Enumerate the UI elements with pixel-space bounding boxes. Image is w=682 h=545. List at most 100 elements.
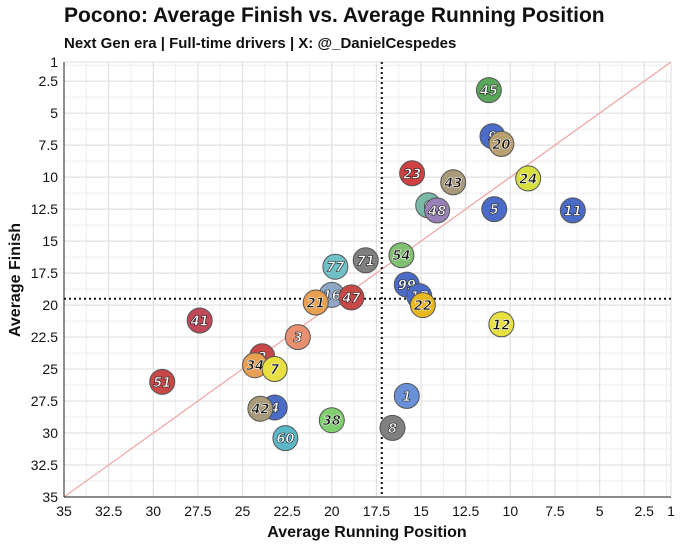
point-marker [318,407,345,434]
data-point: 11 [559,197,586,224]
y-tick-label: 1 [50,54,58,70]
point-label: 12 [492,318,510,333]
data-point: 24 [515,165,542,192]
point-marker [424,197,451,224]
point-label: 7 [270,363,280,378]
point-label: 5 [490,203,499,218]
point-marker [149,368,176,395]
data-point: 45 [475,77,502,104]
data-point: 54 [388,242,415,269]
data-point: 51 [149,368,176,395]
point-marker [440,169,467,196]
point-label: 43 [443,176,462,191]
point-marker [352,247,379,274]
point-label: 20 [492,138,510,153]
point-label: 48 [427,204,446,219]
point-label: 42 [250,403,269,418]
data-point: 22 [409,292,436,319]
x-tick-label: 1 [667,503,675,519]
y-tick-label: 35 [42,489,58,505]
x-tick-label: 7.5 [545,503,565,519]
data-point: 38 [318,407,345,434]
point-marker [247,395,274,422]
grid-lines [63,61,672,498]
x-tick-label: 10 [503,503,519,519]
y-tick-label: 7.5 [39,137,59,153]
data-point: 20 [488,130,515,157]
point-marker [475,77,502,104]
x-tick-label: 35 [56,503,72,519]
point-marker [559,197,586,224]
point-label: 3 [293,331,302,346]
point-label: 1 [402,390,411,405]
x-tick-label: 12.5 [452,503,479,519]
y-tick-label: 2.5 [39,73,59,89]
point-marker [338,284,365,311]
point-marker [399,160,426,187]
point-marker [488,311,515,338]
point-label: 24 [519,172,537,187]
diagonal-reference-line [63,61,672,498]
data-point: 43 [440,169,467,196]
point-label: 4 [269,401,279,416]
x-axis-label: Average Running Position [267,524,466,541]
point-marker [322,253,349,280]
point-label: 21 [307,297,325,312]
point-label: 54 [392,249,410,264]
point-marker [488,130,515,157]
data-point: 12 [488,311,515,338]
x-tick-label: 22.5 [274,503,301,519]
data-point: 7 [261,356,288,383]
x-tick-label: 30 [145,503,161,519]
data-point: 1 [393,382,420,409]
point-marker [302,289,329,316]
point-marker [409,292,436,319]
point-label: 45 [479,84,498,99]
x-tick-label: 2.5 [634,503,654,519]
point-marker [186,307,213,334]
y-tick-label: 22.5 [31,329,58,345]
axes [63,62,671,498]
data-points: 4592023432464851154717799172216472112413… [149,77,586,452]
data-point: 60 [272,425,299,452]
y-tick-label: 25 [42,361,58,377]
data-point: 71 [352,247,379,274]
y-axis-label: Average Finish [7,223,24,337]
x-tick-label: 32.5 [95,503,122,519]
x-tick-label: 25 [235,503,251,519]
x-tick-label: 27.5 [184,503,211,519]
chart-subtitle: Next Gen era | Full-time drivers | X: @_… [64,35,457,52]
chart-title: Pocono: Average Finish vs. Average Runni… [64,4,605,27]
y-tick-label: 15 [42,233,58,249]
point-label: 71 [357,254,375,269]
data-point: 47 [338,284,365,311]
point-marker [515,165,542,192]
point-marker [272,425,299,452]
point-label: 51 [153,376,171,391]
point-label: 60 [276,432,294,447]
y-tick-label: 12.5 [31,201,58,217]
data-point: 8 [379,414,406,441]
point-label: 22 [414,299,432,314]
y-tick-label: 30 [42,425,58,441]
point-marker [388,242,415,269]
point-label: 47 [341,291,361,306]
data-point: 5 [481,196,508,223]
x-tick-label: 5 [596,503,604,519]
data-point: 23 [399,160,426,187]
y-tick-label: 20 [42,297,58,313]
y-tick-label: 32.5 [31,457,58,473]
x-tick-labels: 35 32.5 30 27.5 25 22.5 20 17.5 15 12.5 10 7.5 5 2.5 1 [56,503,675,519]
point-label: 8 [388,422,397,437]
data-point: 21 [302,289,329,316]
data-point: 41 [186,307,213,334]
point-marker [261,356,288,383]
data-point: 3 [284,324,311,351]
point-label: 41 [190,314,209,329]
y-tick-label: 17.5 [31,265,58,281]
y-tick-label: 10 [42,169,58,185]
y-tick-label: 27.5 [31,393,58,409]
point-label: 23 [403,167,421,182]
